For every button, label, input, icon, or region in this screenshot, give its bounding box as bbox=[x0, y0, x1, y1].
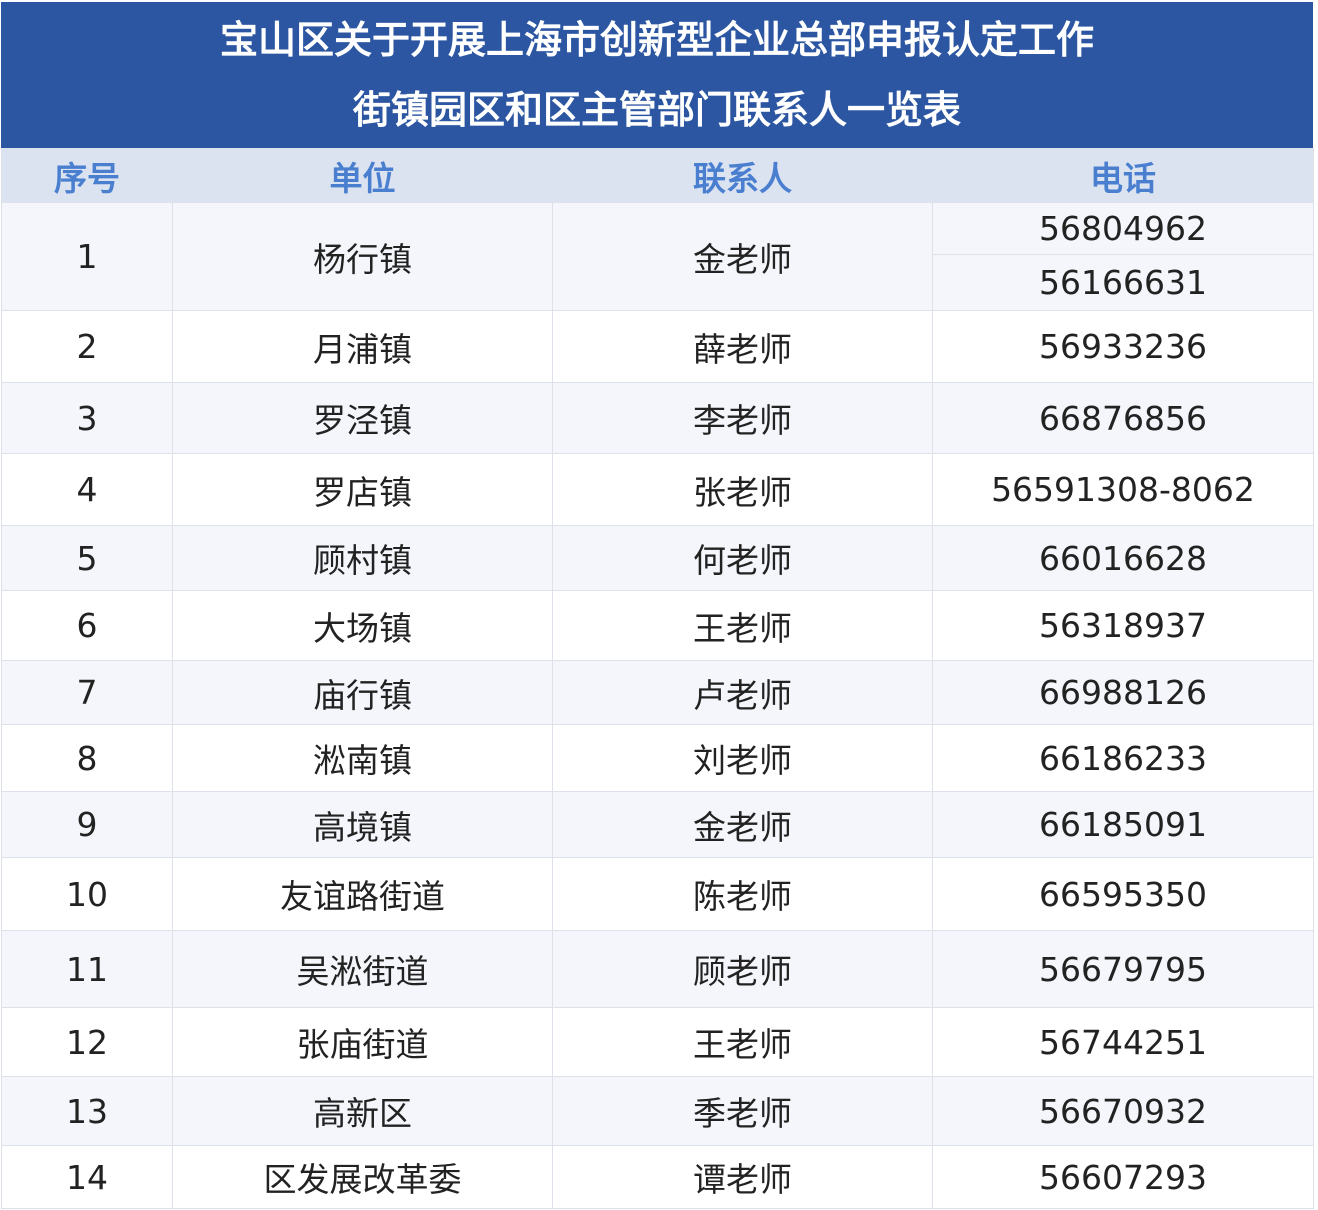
cell-no: 5 bbox=[1, 525, 173, 591]
cell-phone: 56933236 bbox=[932, 310, 1314, 383]
cell-no: 12 bbox=[1, 1007, 173, 1077]
table-row: 9 高境镇 金老师 66185091 bbox=[1, 791, 1314, 858]
title-line-2: 街镇园区和区主管部门联系人一览表 bbox=[352, 88, 961, 132]
cell-phone: 66185091 bbox=[932, 791, 1314, 858]
cell-phone: 56166631 bbox=[932, 254, 1314, 311]
cell-contact: 顾老师 bbox=[552, 930, 933, 1008]
cell-unit: 杨行镇 bbox=[172, 202, 553, 311]
table-row: 8 淞南镇 刘老师 66186233 bbox=[1, 724, 1314, 792]
cell-unit: 淞南镇 bbox=[172, 724, 553, 792]
cell-phone: 56744251 bbox=[932, 1007, 1314, 1077]
cell-unit: 区发展改革委 bbox=[172, 1145, 553, 1209]
cell-contact: 金老师 bbox=[552, 202, 933, 311]
cell-phone: 66016628 bbox=[932, 525, 1314, 591]
cell-contact: 刘老师 bbox=[552, 724, 933, 792]
cell-no: 11 bbox=[1, 930, 173, 1008]
table-row: 12 张庙街道 王老师 56744251 bbox=[1, 1007, 1314, 1077]
table-row: 13 高新区 季老师 56670932 bbox=[1, 1076, 1314, 1146]
cell-phone: 56591308-8062 bbox=[932, 453, 1314, 526]
cell-contact: 金老师 bbox=[552, 791, 933, 858]
cell-unit: 高新区 bbox=[172, 1076, 553, 1146]
cell-no: 13 bbox=[1, 1076, 173, 1146]
cell-no: 2 bbox=[1, 310, 173, 383]
cell-unit: 张庙街道 bbox=[172, 1007, 553, 1077]
cell-phone: 66876856 bbox=[932, 382, 1314, 454]
cell-unit: 吴淞街道 bbox=[172, 930, 553, 1008]
cell-no: 4 bbox=[1, 453, 173, 526]
table-row: 7 庙行镇 卢老师 66988126 bbox=[1, 660, 1314, 725]
header-row: 序号 单位 联系人 电话 bbox=[1, 148, 1314, 203]
table-row: 14 区发展改革委 谭老师 56607293 bbox=[1, 1145, 1314, 1209]
table-row: 3 罗泾镇 李老师 66876856 bbox=[1, 382, 1314, 454]
cell-contact: 卢老师 bbox=[552, 660, 933, 725]
cell-no: 6 bbox=[1, 590, 173, 661]
cell-no: 8 bbox=[1, 724, 173, 792]
cell-no: 10 bbox=[1, 857, 173, 931]
table-row: 4 罗店镇 张老师 56591308-8062 bbox=[1, 453, 1314, 526]
cell-unit: 高境镇 bbox=[172, 791, 553, 858]
cell-phone: 56318937 bbox=[932, 590, 1314, 661]
table-row: 1 杨行镇 金老师 56804962 bbox=[1, 202, 1314, 311]
header-contact: 联系人 bbox=[552, 148, 933, 203]
cell-contact: 张老师 bbox=[552, 453, 933, 526]
cell-contact: 李老师 bbox=[552, 382, 933, 454]
cell-unit: 大场镇 bbox=[172, 590, 553, 661]
cell-phone: 66186233 bbox=[932, 724, 1314, 792]
document-title: 宝山区关于开展上海市创新型企业总部申报认定工作 街镇园区和区主管部门联系人一览表 bbox=[1, 2, 1313, 148]
cell-no: 3 bbox=[1, 382, 173, 454]
cell-no: 1 bbox=[1, 202, 173, 311]
header-unit: 单位 bbox=[172, 148, 553, 203]
table-row: 10 友谊路街道 陈老师 66595350 bbox=[1, 857, 1314, 931]
cell-phone: 66595350 bbox=[932, 857, 1314, 931]
cell-unit: 罗泾镇 bbox=[172, 382, 553, 454]
cell-unit: 月浦镇 bbox=[172, 310, 553, 383]
cell-phone: 56804962 bbox=[932, 202, 1314, 255]
cell-phone: 56679795 bbox=[932, 930, 1314, 1008]
table-row: 5 顾村镇 何老师 66016628 bbox=[1, 525, 1314, 591]
cell-contact: 季老师 bbox=[552, 1076, 933, 1146]
table-subrow: 56166631 bbox=[2, 254, 1314, 311]
cell-contact: 何老师 bbox=[552, 525, 933, 591]
title-line-1: 宝山区关于开展上海市创新型企业总部申报认定工作 bbox=[219, 18, 1094, 62]
cell-no: 9 bbox=[1, 791, 173, 858]
cell-phone: 66988126 bbox=[932, 660, 1314, 725]
table-row: 11 吴淞街道 顾老师 56679795 bbox=[1, 930, 1314, 1008]
header-no: 序号 bbox=[1, 148, 173, 203]
cell-contact: 王老师 bbox=[552, 1007, 933, 1077]
cell-unit: 庙行镇 bbox=[172, 660, 553, 725]
table-row: 2 月浦镇 薛老师 56933236 bbox=[1, 310, 1314, 383]
cell-unit: 罗店镇 bbox=[172, 453, 553, 526]
table-row: 6 大场镇 王老师 56318937 bbox=[1, 590, 1314, 661]
cell-no: 14 bbox=[1, 1145, 173, 1209]
cell-phone: 56607293 bbox=[932, 1145, 1314, 1209]
cell-contact: 谭老师 bbox=[552, 1145, 933, 1209]
cell-contact: 王老师 bbox=[552, 590, 933, 661]
cell-contact: 薛老师 bbox=[552, 310, 933, 383]
cell-unit: 友谊路街道 bbox=[172, 857, 553, 931]
cell-unit: 顾村镇 bbox=[172, 525, 553, 591]
header-phone: 电话 bbox=[932, 148, 1314, 203]
cell-contact: 陈老师 bbox=[552, 857, 933, 931]
cell-no: 7 bbox=[1, 660, 173, 725]
cell-phone: 56670932 bbox=[932, 1076, 1314, 1146]
contact-table: 序号 单位 联系人 电话 1 杨行镇 金老师 56804962 56166631 2 月浦镇… bbox=[1, 148, 1314, 1209]
